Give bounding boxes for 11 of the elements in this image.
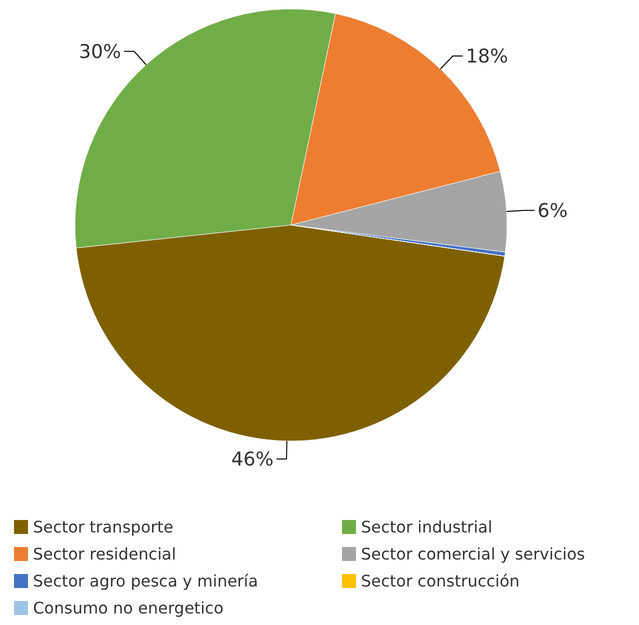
legend-label: Sector industrial bbox=[361, 518, 492, 537]
data-label: 30% bbox=[78, 41, 122, 64]
data-label: 6% bbox=[538, 200, 568, 222]
legend-label: Sector agro pesca y minería bbox=[33, 572, 258, 591]
data-label: 46% bbox=[231, 448, 274, 471]
legend-label: Sector residencial bbox=[33, 544, 176, 564]
legend-label: Sector transporte bbox=[33, 518, 174, 537]
legend-label: Sector comercial y servicios bbox=[361, 544, 585, 564]
data-label: 18% bbox=[466, 46, 508, 68]
legend-label: Sector construcción bbox=[361, 572, 520, 591]
legend-label: Consumo no energetico bbox=[33, 598, 224, 618]
